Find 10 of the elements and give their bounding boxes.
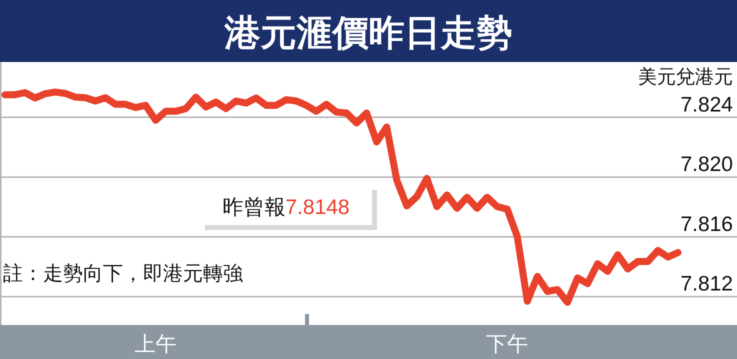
annotation: 昨曾報7.8148	[222, 196, 350, 219]
x-tick-label: 下午	[486, 333, 528, 356]
y-tick-label: 7.820	[680, 153, 733, 176]
x-tick-label: 上午	[134, 333, 177, 356]
y-tick-label: 7.824	[680, 93, 734, 116]
annotation: 註：走勢向下，即港元轉強	[3, 261, 243, 285]
y-tick-label: 7.816	[680, 212, 733, 236]
chart-title: 港元滙價昨日走勢	[224, 12, 512, 53]
y-axis-title: 美元兌港元	[638, 66, 733, 88]
y-tick-label: 7.812	[680, 272, 733, 296]
